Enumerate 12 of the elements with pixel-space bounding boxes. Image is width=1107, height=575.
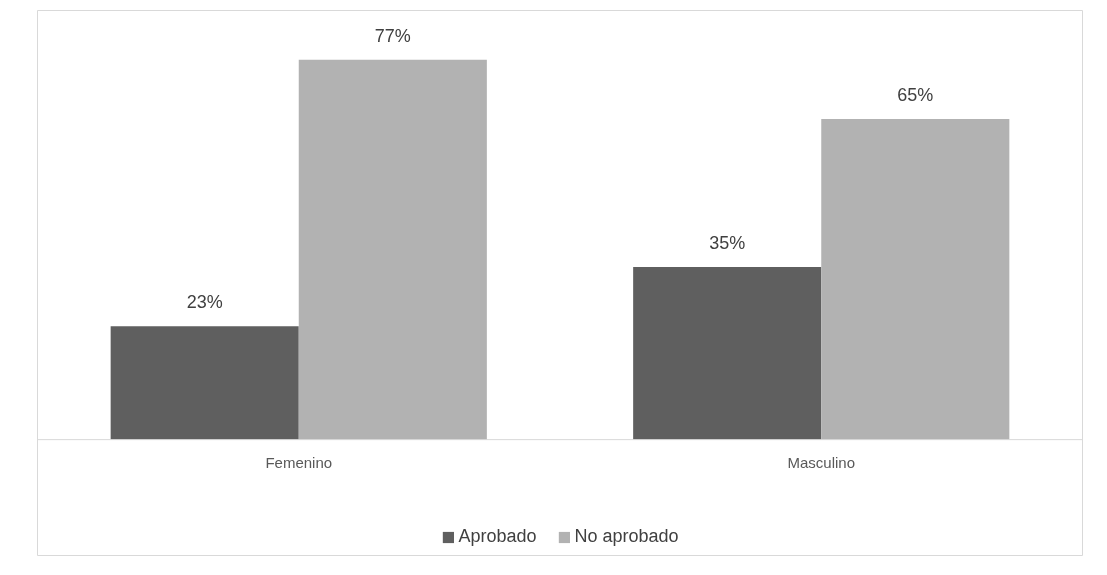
legend-label: No aprobado xyxy=(574,526,679,547)
bar xyxy=(633,267,822,440)
bar xyxy=(821,119,1010,440)
x-tick-label: Femenino xyxy=(265,453,333,471)
bar xyxy=(110,326,299,440)
x-tick-label: Masculino xyxy=(787,453,856,471)
bar xyxy=(298,59,487,440)
legend-label: Aprobado xyxy=(458,526,537,547)
data-label: 35% xyxy=(709,233,746,254)
data-label: 77% xyxy=(374,25,411,46)
data-label: 23% xyxy=(186,292,223,313)
data-label: 65% xyxy=(897,85,934,106)
